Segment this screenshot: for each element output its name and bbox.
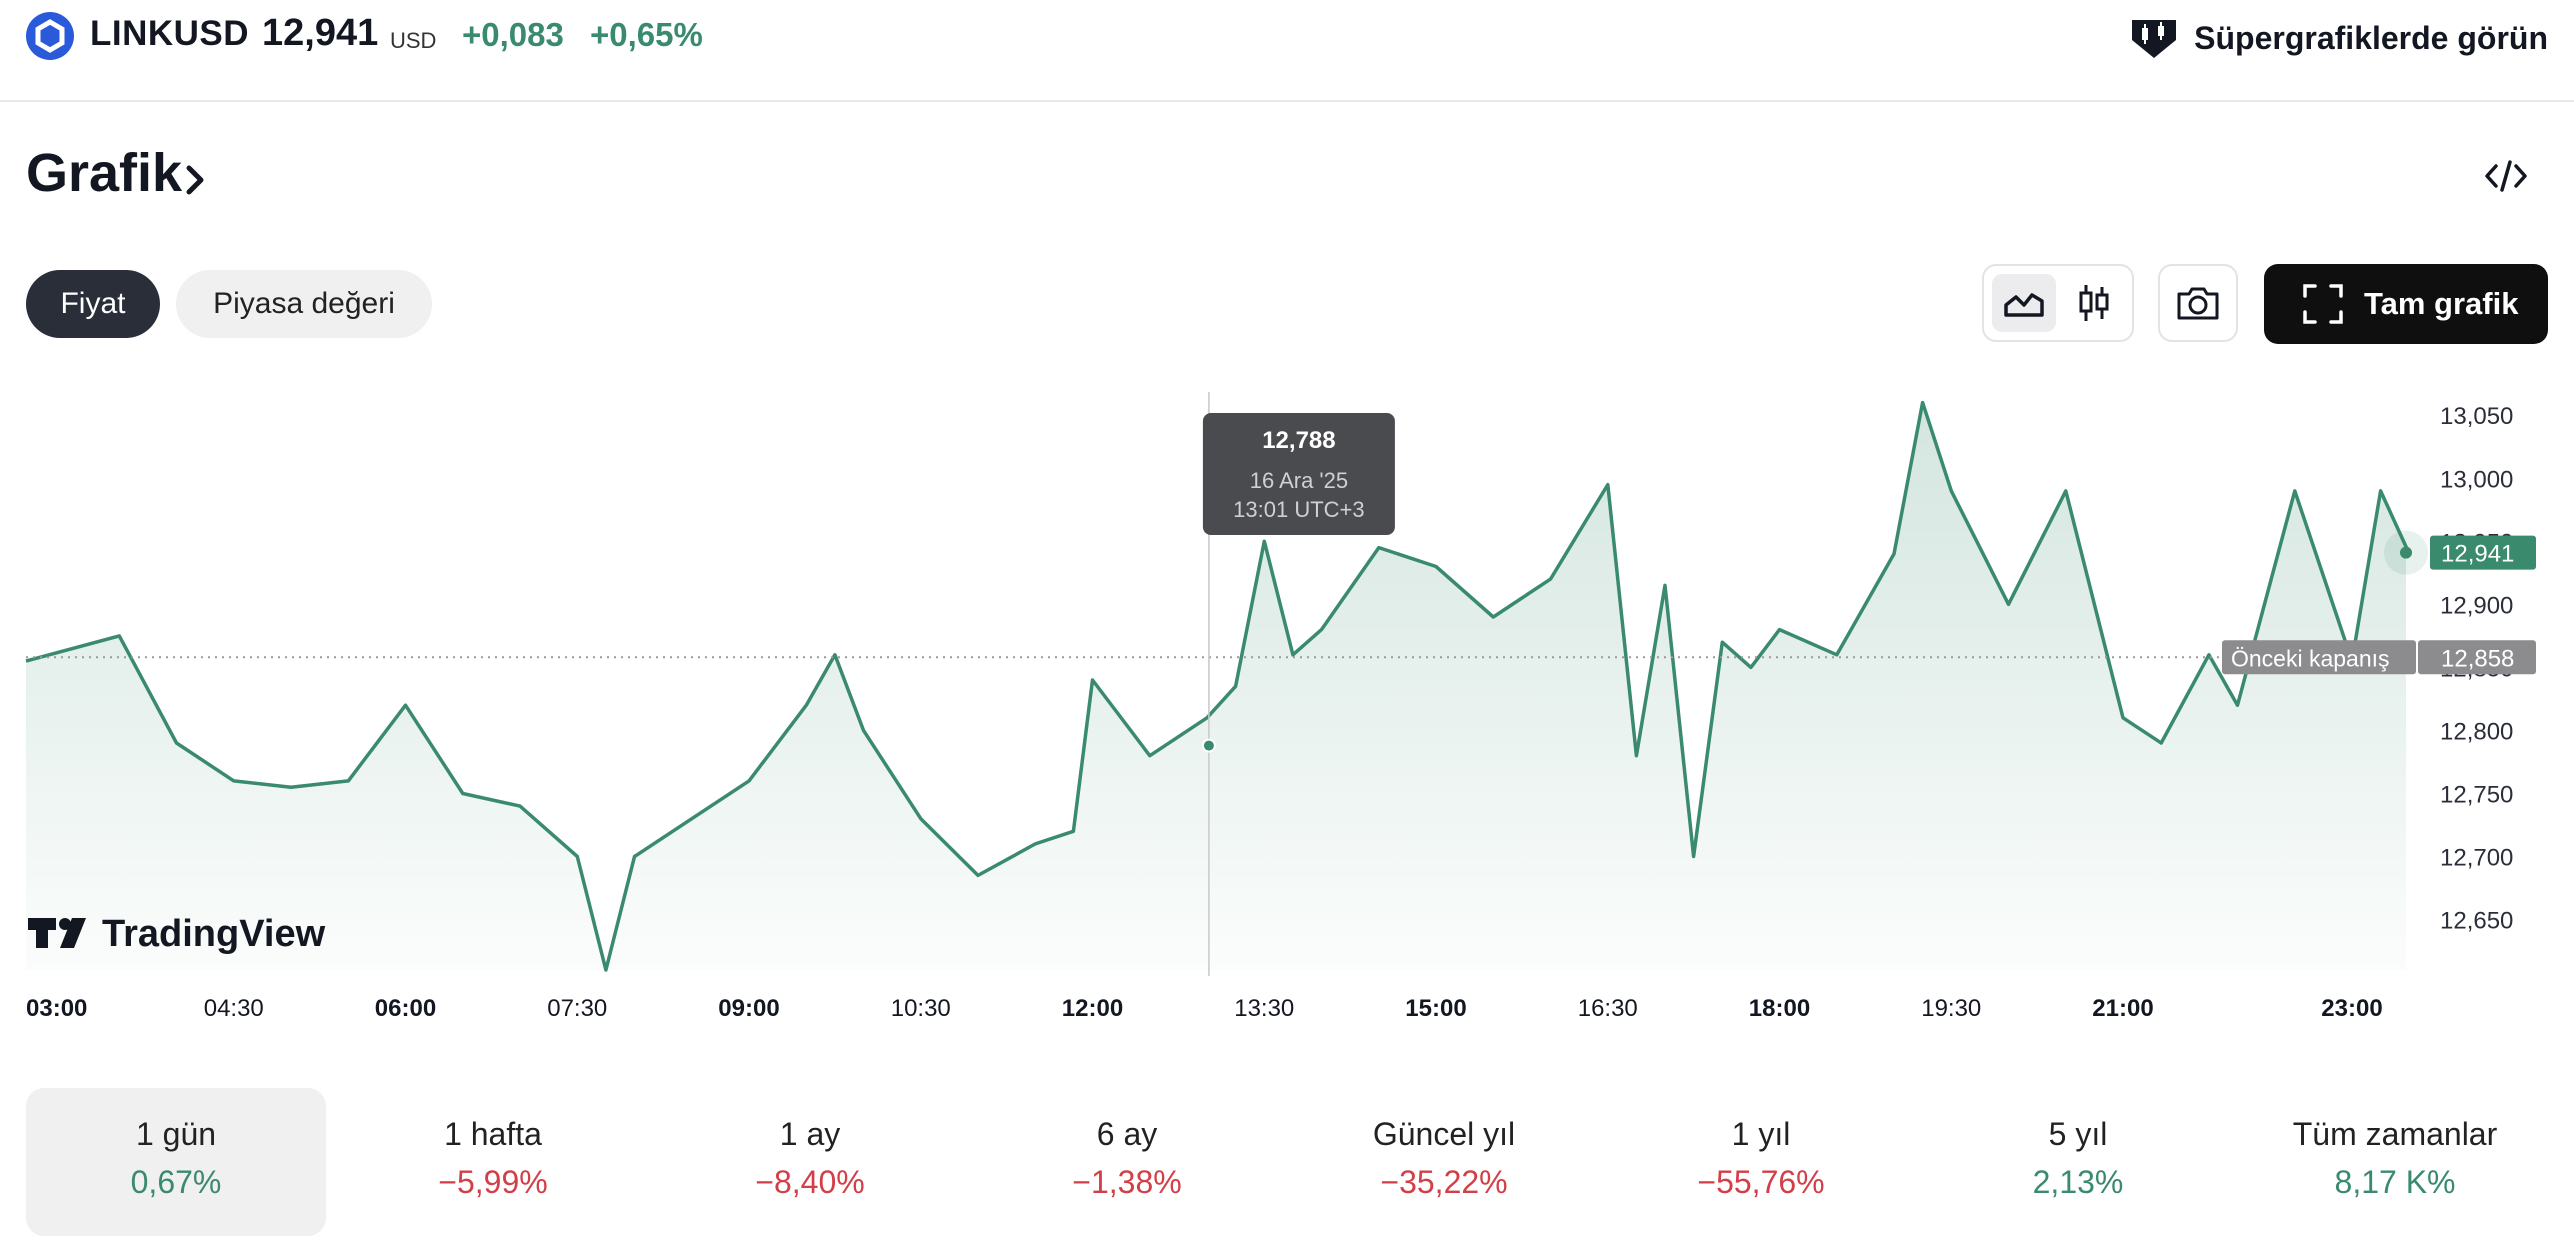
tooltip-value: 12,788 (1262, 427, 1335, 454)
period-label: 1 yıl (1731, 1116, 1791, 1152)
supercharts-link[interactable]: Süpergrafiklerde görün (2128, 12, 2548, 64)
page-title[interactable]: Grafik (26, 143, 183, 203)
tooltip-time: 13:01 UTC+3 (1233, 497, 1364, 522)
candlestick-icon (2079, 285, 2109, 321)
x-tick-label: 12:00 (1062, 995, 1123, 1022)
period-button[interactable]: 1 hafta −5,99% (343, 1088, 643, 1236)
period-change: −5,99% (438, 1164, 548, 1200)
period-label: 6 ay (1096, 1116, 1158, 1152)
period-button[interactable]: 1 yıl −55,76% (1611, 1088, 1911, 1236)
current-price: 12,941 (262, 12, 379, 54)
y-tick-label: 13,000 (2440, 466, 2513, 493)
x-tick-label: 06:00 (375, 995, 436, 1022)
period-button[interactable]: 1 gün 0,67% (26, 1088, 326, 1236)
x-tick-label: 13:30 (1234, 995, 1294, 1022)
tradingview-wordmark: TradingView (102, 913, 326, 955)
x-tick-label: 07:30 (547, 995, 607, 1022)
candlestick-chart-button[interactable] (2062, 274, 2126, 332)
full-chart-button[interactable]: Tam grafik (2264, 264, 2548, 344)
y-tick-label: 12,750 (2440, 781, 2513, 808)
x-tick-label: 15:00 (1405, 995, 1466, 1022)
last-price-badge (2430, 535, 2536, 570)
last-price-label: 12,941 (2441, 541, 2514, 568)
period-change: −35,22% (1380, 1164, 1508, 1200)
snapshot-button[interactable] (2158, 264, 2238, 342)
tradingview-watermark: TradingView (28, 913, 326, 955)
x-tick-label: 03:00 (26, 995, 87, 1022)
symbol-label: LINKUSD (90, 14, 250, 53)
area-chart-button[interactable] (1992, 274, 2056, 332)
camera-icon (2177, 287, 2219, 320)
supercharts-label: Süpergrafiklerde görün (2194, 19, 2548, 56)
prev-close-value-badge (2418, 640, 2536, 675)
x-tick-label: 10:30 (891, 995, 951, 1022)
supercharts-icon (2132, 20, 2177, 58)
full-chart-label: Tam grafik (2364, 286, 2519, 321)
period-performance-bar: 1 gün 0,67% 1 hafta −5,99% 1 ay −8,40% 6 ay −1,… (26, 1088, 2548, 1236)
price-change-percent: +0,65% (590, 16, 703, 53)
period-change: 2,13% (2032, 1164, 2124, 1200)
period-button[interactable]: 1 ay −8,40% (660, 1088, 960, 1236)
area-chart-icon (2004, 293, 2044, 317)
tooltip-date: 16 Ara '25 (1250, 468, 1348, 493)
y-tick-label: 12,700 (2440, 845, 2513, 872)
chevron-right-icon[interactable] (185, 160, 207, 200)
period-label: Güncel yıl (1372, 1116, 1516, 1152)
top-bar: LINKUSD 12,941 USD +0,083 +0,65% Süpergr… (0, 0, 2574, 102)
period-label: 1 ay (779, 1116, 841, 1152)
period-label: 1 gün (135, 1116, 217, 1152)
prev-close-text: Önceki kapanış (2231, 645, 2390, 671)
y-tick-label: 13,050 (2440, 403, 2513, 430)
price-chart[interactable]: 13,05013,00012,95012,90012,85012,80012,7… (0, 380, 2574, 1040)
x-tick-label: 21:00 (2092, 995, 2153, 1022)
x-tick-label: 18:00 (1749, 995, 1810, 1022)
period-label: 5 yıl (2048, 1116, 2108, 1152)
period-label: Tüm zamanlar (2292, 1116, 2498, 1152)
price-change: +0,083 (462, 16, 564, 53)
period-button[interactable]: Tüm zamanlar 8,17 K% (2245, 1088, 2545, 1236)
crosshair-point (1201, 738, 1216, 753)
prev-close-badge (2222, 640, 2416, 675)
tab-price[interactable]: Fiyat (26, 270, 160, 338)
period-label: 1 hafta (444, 1116, 542, 1152)
x-tick-label: 19:30 (1921, 995, 1981, 1022)
price-line (25, 400, 2412, 972)
y-tick-label: 12,800 (2440, 718, 2513, 745)
fullscreen-icon (2303, 284, 2343, 324)
y-tick-label: 12,650 (2440, 908, 2513, 935)
x-tick-label: 16:30 (1578, 995, 1638, 1022)
tooltip-box (1202, 413, 1395, 535)
prev-close-value: 12,858 (2441, 645, 2514, 672)
y-tick-label: 12,900 (2440, 592, 2513, 619)
x-tick-label: 04:30 (204, 995, 264, 1022)
tab-market-cap[interactable]: Piyasa değeri (176, 270, 432, 338)
period-change: −55,76% (1697, 1164, 1825, 1200)
last-point (2400, 546, 2412, 559)
chainlink-logo-icon (26, 12, 74, 60)
x-tick-label: 23:00 (2321, 995, 2382, 1022)
period-button[interactable]: 6 ay −1,38% (977, 1088, 1277, 1236)
period-button[interactable]: Güncel yıl −35,22% (1294, 1088, 1594, 1236)
embed-code-icon[interactable] (2484, 156, 2528, 196)
period-change: 0,67% (130, 1164, 222, 1200)
currency-label: USD (390, 28, 437, 53)
period-change: 8,17 K% (2334, 1164, 2456, 1200)
x-tick-label: 09:00 (718, 995, 779, 1022)
period-change: −8,40% (755, 1164, 865, 1200)
chart-style-switch (1982, 264, 2134, 342)
period-change: −1,38% (1072, 1164, 1182, 1200)
price-area-fill (26, 402, 2410, 971)
period-button[interactable]: 5 yıl 2,13% (1928, 1088, 2228, 1236)
